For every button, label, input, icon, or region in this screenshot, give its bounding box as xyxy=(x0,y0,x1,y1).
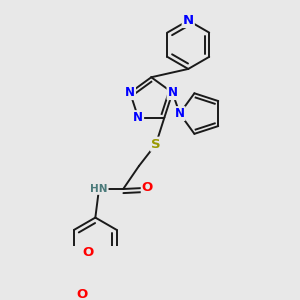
Text: N: N xyxy=(167,86,178,99)
Text: N: N xyxy=(133,111,143,124)
Text: O: O xyxy=(76,288,88,300)
Text: O: O xyxy=(82,246,93,259)
Text: S: S xyxy=(151,138,161,151)
Text: HN: HN xyxy=(90,184,108,194)
Text: N: N xyxy=(175,107,185,120)
Text: O: O xyxy=(142,181,153,194)
Text: N: N xyxy=(183,14,194,27)
Text: N: N xyxy=(125,86,135,99)
